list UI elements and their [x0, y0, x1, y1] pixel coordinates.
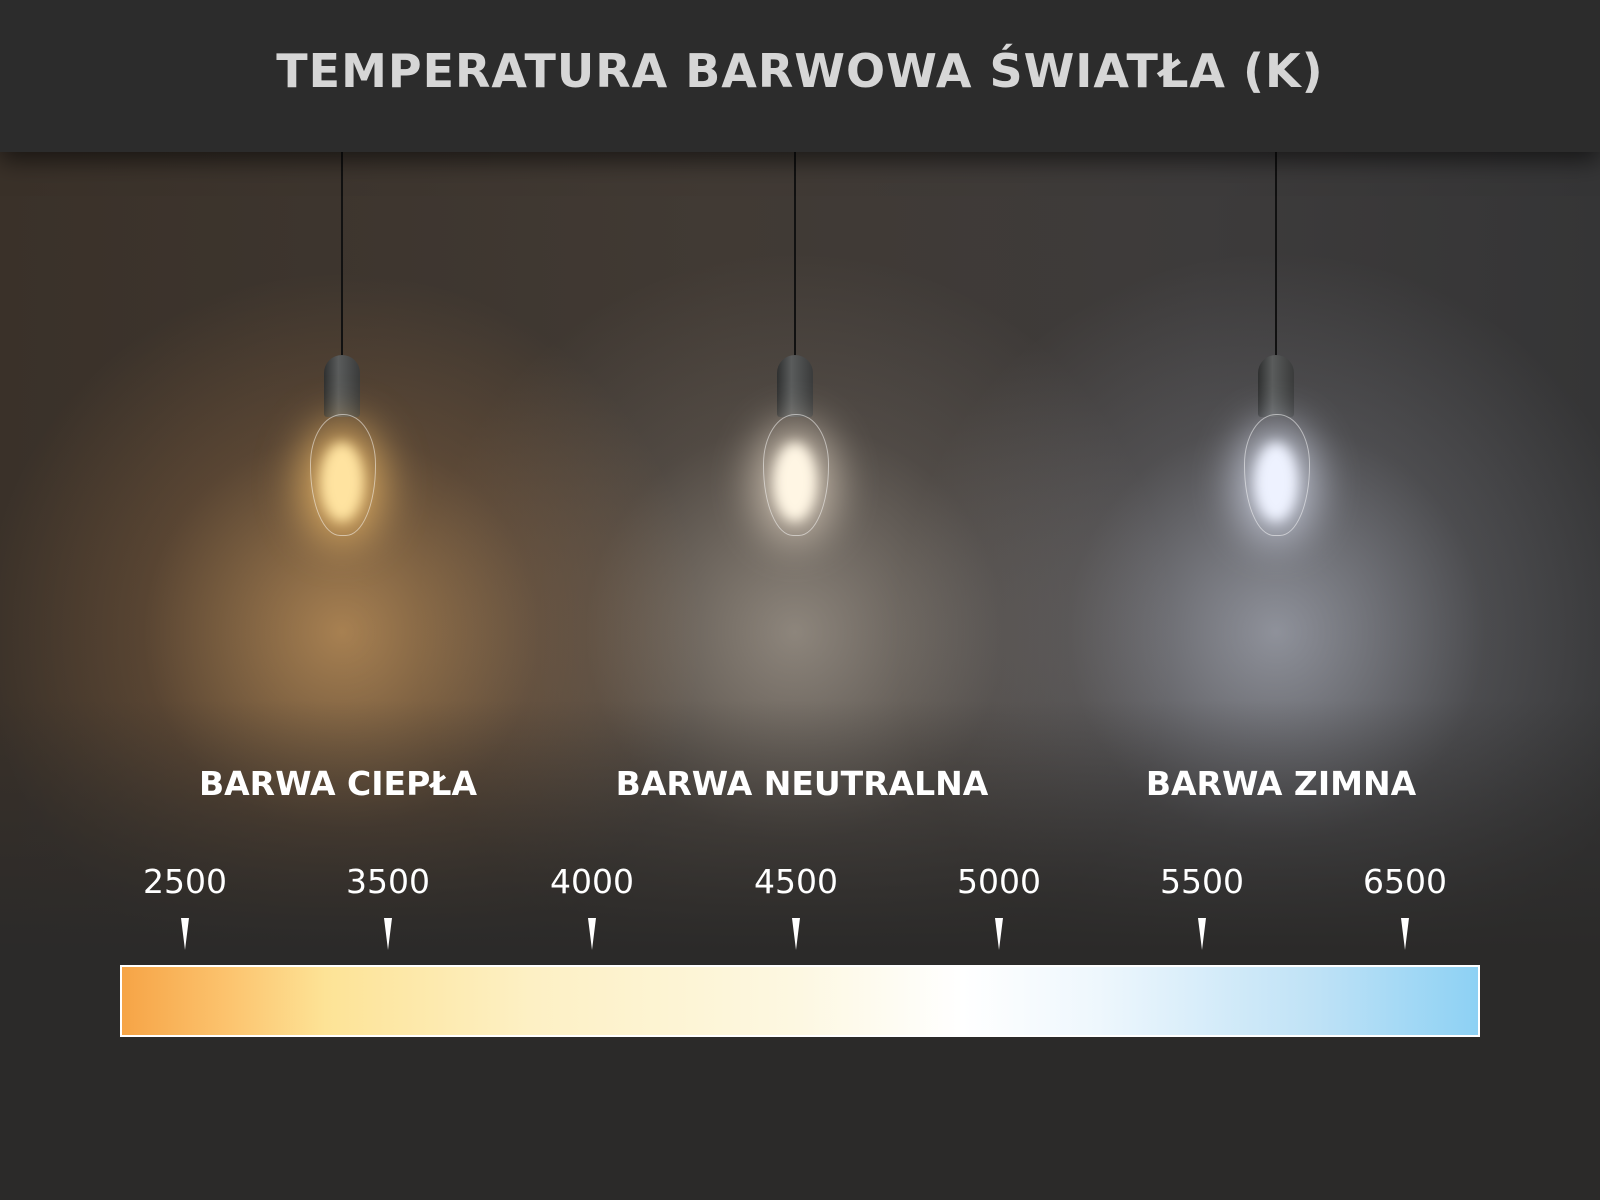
cold-light-bulb-icon — [1236, 152, 1316, 552]
header: TEMPERATURA BARWOWA ŚWIATŁA (K) — [0, 0, 1600, 152]
tick-label: 6500 — [1363, 862, 1447, 901]
page-title: TEMPERATURA BARWOWA ŚWIATŁA (K) — [276, 44, 1324, 98]
tick-label: 5000 — [957, 862, 1041, 901]
tick-marker — [181, 918, 189, 950]
tick-label: 5500 — [1160, 862, 1244, 901]
tick-marker — [1401, 918, 1409, 950]
category-neutral: BARWA NEUTRALNA — [615, 764, 989, 803]
background-fade — [0, 700, 1600, 1200]
tick-marker — [384, 918, 392, 950]
tick-marker — [588, 918, 596, 950]
tick-label: 2500 — [143, 862, 227, 901]
category-warm: BARWA CIEPŁA — [198, 764, 478, 803]
neutral-light-bulb-icon — [755, 152, 835, 552]
category-cold: BARWA ZIMNA — [1145, 764, 1417, 803]
warm-light-bulb-icon — [302, 152, 382, 552]
tick-marker — [792, 918, 800, 950]
tick-label: 4000 — [550, 862, 634, 901]
tick-label: 4500 — [754, 862, 838, 901]
color-temperature-gradient-bar — [120, 965, 1480, 1037]
tick-marker — [1198, 918, 1206, 950]
tick-marker — [995, 918, 1003, 950]
tick-label: 3500 — [346, 862, 430, 901]
